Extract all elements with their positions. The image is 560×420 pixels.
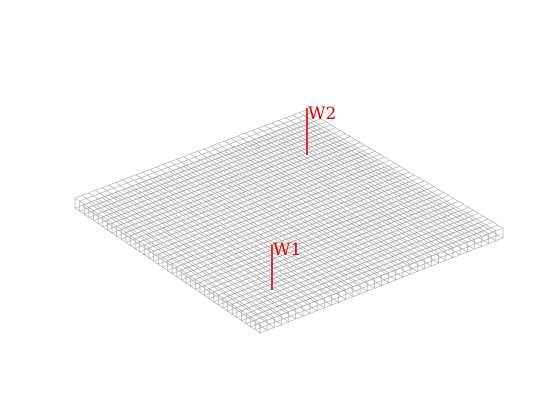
mesh-line-v	[142, 181, 332, 306]
mesh-line-v	[305, 119, 504, 239]
mesh-line-v	[251, 140, 446, 261]
marker-w1: W1	[271, 240, 301, 290]
mesh-line-v	[163, 174, 354, 297]
mesh-line-v	[265, 135, 461, 256]
mesh-line-v	[271, 132, 468, 253]
mesh-line-v	[169, 171, 361, 295]
marker-w2: W2	[306, 104, 336, 155]
mesh-line-v	[122, 189, 311, 314]
mesh-line-v	[176, 168, 368, 292]
mesh-line-v	[258, 137, 454, 258]
mesh-line-v	[217, 153, 411, 275]
mesh-line-v	[156, 176, 346, 300]
marker-w2-label: W2	[308, 104, 336, 124]
mesh-line-v	[305, 109, 504, 229]
mesh-line-v	[102, 197, 289, 323]
mesh-line-v	[190, 163, 382, 286]
mesh-line-v	[278, 130, 475, 250]
mesh-line-v	[203, 158, 396, 281]
mesh-line-v	[129, 187, 318, 311]
plate-mesh	[74, 109, 504, 334]
mesh-line-v	[231, 148, 425, 269]
mesh-line-v	[183, 166, 375, 289]
mesh-line-v	[197, 161, 389, 283]
mesh-line-v	[81, 205, 268, 331]
mesh-line-v	[224, 150, 418, 272]
mesh-line-v	[115, 192, 304, 317]
mesh-line-v	[95, 199, 282, 325]
mesh-line-v	[149, 179, 339, 303]
mesh-line-v	[292, 124, 489, 244]
mesh-line-v	[135, 184, 325, 309]
mesh-line-v	[244, 143, 439, 264]
marker-w1-label: W1	[273, 240, 301, 260]
mesh-line-v	[299, 122, 497, 242]
mesh-line-v	[299, 112, 497, 232]
mesh-line-v	[237, 145, 432, 267]
mesh-line-v	[210, 155, 404, 278]
mesh-line-v	[285, 127, 482, 247]
mesh-line-v	[108, 194, 296, 320]
mesh-line-v	[88, 202, 275, 328]
